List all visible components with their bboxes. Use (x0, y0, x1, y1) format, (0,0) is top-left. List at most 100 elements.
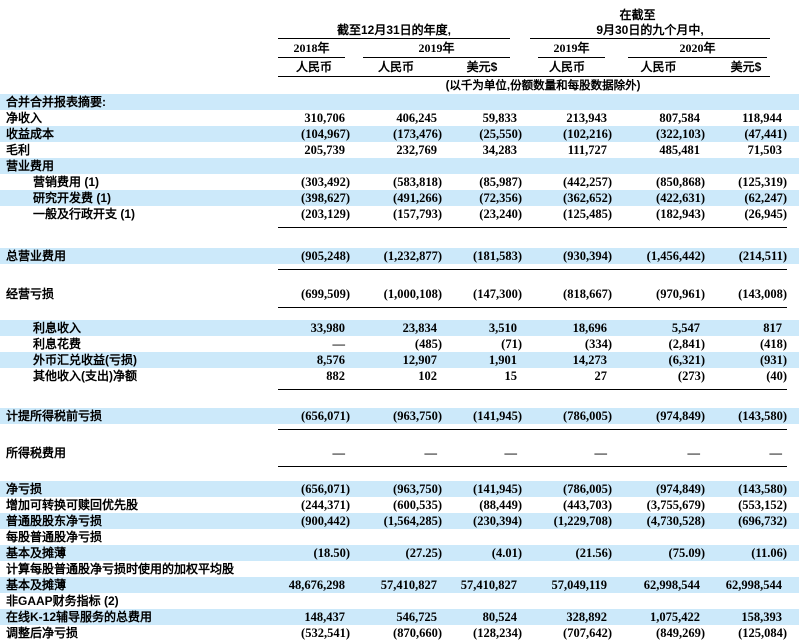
cell-value: 18,696 (522, 320, 612, 336)
cell-value: 328,892 (522, 609, 612, 625)
header-row-preline: 在截至 (0, 0, 799, 22)
cell-value: 15 (442, 368, 522, 390)
cell-value: (699,509) (278, 286, 350, 308)
cell-value: (4.01) (442, 545, 522, 561)
spacer-cell (0, 269, 799, 286)
cell-value: 48,676,298 (278, 577, 350, 593)
right-padding (787, 110, 799, 126)
cell-value: (870,660) (393, 626, 442, 640)
right-padding (787, 94, 799, 110)
cell-value: 8,576 (278, 352, 350, 368)
period-group1-cell: 截至12月31日的年度, (278, 22, 522, 39)
cell-value (612, 158, 705, 174)
currency-header: 人民币 (377, 60, 414, 74)
cell-value: (21.56) (522, 545, 612, 561)
cell-value: (850,868) (656, 175, 705, 189)
right-padding (787, 593, 799, 609)
cell-value: 406,245 (396, 111, 437, 125)
row-label: 增加可转换可赎回优先股 (6, 498, 139, 512)
cell-value: (849,269) (656, 626, 705, 640)
cell-value: (900,442) (278, 513, 350, 529)
cell-value: 23,834 (350, 320, 442, 336)
cell-value (350, 158, 442, 174)
cell-value: (214,511) (705, 248, 788, 270)
cell-value: — (612, 445, 705, 467)
cell-value (350, 94, 442, 110)
section-row: 非GAAP财务指标 (2) (0, 593, 799, 609)
cell-value: (141,945) (442, 481, 522, 497)
cell-value: (2,841) (668, 337, 705, 351)
cell-value (705, 158, 788, 174)
cell-value: (1,229,708) (522, 513, 612, 529)
right-padding (787, 320, 799, 336)
spacer-row (0, 429, 799, 445)
cell-value (612, 529, 705, 545)
cell-value (350, 529, 442, 545)
right-padding (787, 206, 799, 228)
header-spacer (787, 22, 799, 39)
spacer-row (0, 307, 799, 320)
row-label: 一般及行政开支 (1) (33, 207, 136, 221)
right-padding (787, 625, 799, 641)
cell-value: (182,943) (612, 206, 705, 228)
cell-value: (334) (584, 337, 612, 351)
cell-value: (3,755,679) (646, 498, 705, 512)
cell-value: 817 (705, 320, 788, 336)
right-padding (787, 481, 799, 497)
right-padding (787, 142, 799, 158)
cell-value: (818,667) (522, 286, 612, 308)
table-row: 增加可转换可赎回优先股 (244,371) (600,535) (88,449) (44… (0, 497, 799, 513)
table-row: 营销费用 (1) (303,492) (583,818) (85,987) (442,2… (0, 174, 799, 190)
row-label: 调整后净亏损 (6, 626, 79, 640)
cell-value: 148,437 (278, 609, 350, 625)
cell-value (705, 529, 787, 545)
cell-value: 14,273 (522, 352, 612, 368)
year-header-cell: 2018年 (278, 39, 350, 58)
cell-value (278, 94, 350, 110)
cell-value: (418) (759, 337, 788, 351)
row-label: 其他收入(支出)净额 (33, 369, 137, 383)
cell-value (442, 158, 522, 174)
cell-value (442, 561, 522, 577)
header-row-units: (以千为单位,份额数量和每股数据除外) (0, 77, 799, 94)
row-label: 计算每股普通股净亏损时使用的加权平均股 (6, 562, 235, 576)
cell-value: 807,584 (659, 111, 700, 125)
table-row: 利息花费 — (485) (71) (334) (2,841) (418) (0, 336, 799, 352)
cell-value: (273) (612, 368, 705, 390)
cell-value: (26,945) (705, 206, 788, 228)
cell-value: 59,833 (482, 111, 517, 125)
table-row: 利息收入 33,980 23,834 3,510 18,696 5,547 817 (0, 320, 799, 336)
cell-value: 57,410,827 (442, 577, 522, 593)
cell-value: (696,732) (705, 513, 788, 529)
cell-value: 213,943 (566, 111, 607, 125)
cell-value: (125,319) (738, 175, 788, 189)
cell-value: (422,631) (612, 190, 705, 206)
cell-value: 33,980 (278, 320, 350, 336)
cell-value: (102,216) (522, 126, 612, 142)
cell-value (522, 593, 612, 609)
cell-value: 62,998,544 (612, 577, 705, 593)
section-row: 计算每股普通股净亏损时使用的加权平均股 (0, 561, 799, 577)
cell-value: 158,393 (705, 609, 788, 625)
table-row: 外币汇兑收益(亏损) 8,576 12,907 1,901 14,273 (6,321)(… (0, 352, 799, 368)
right-padding (787, 126, 799, 142)
table-row: 调整后净亏损 (532,541) (870,660) (128,234) (707,64… (0, 625, 799, 641)
cell-value: 34,283 (482, 143, 517, 157)
cell-value: 118,944 (742, 111, 783, 125)
year-header-2019: 2019年 (363, 41, 510, 58)
right-padding (787, 408, 799, 430)
row-label: 每股普通股净亏损 (6, 530, 103, 544)
currency-header: 美元$ (730, 60, 762, 74)
cell-value: (974,849) (612, 481, 705, 497)
row-label: 合并合并报表摘要: (0, 94, 278, 110)
cell-value (522, 158, 612, 174)
header-row-currencies: 人民币 人民币 美元$ 人民币 人民币 美元$ (0, 58, 799, 76)
cell-value (442, 94, 522, 110)
cell-value: 62,998,544 (705, 577, 788, 593)
currency-header: 人民币 (295, 60, 332, 74)
cell-value: (553,152) (738, 498, 788, 512)
table-row: 基本及摊薄 48,676,298 57,410,827 57,410,827 57,04… (0, 577, 799, 593)
cell-value: (6,321) (612, 352, 705, 368)
